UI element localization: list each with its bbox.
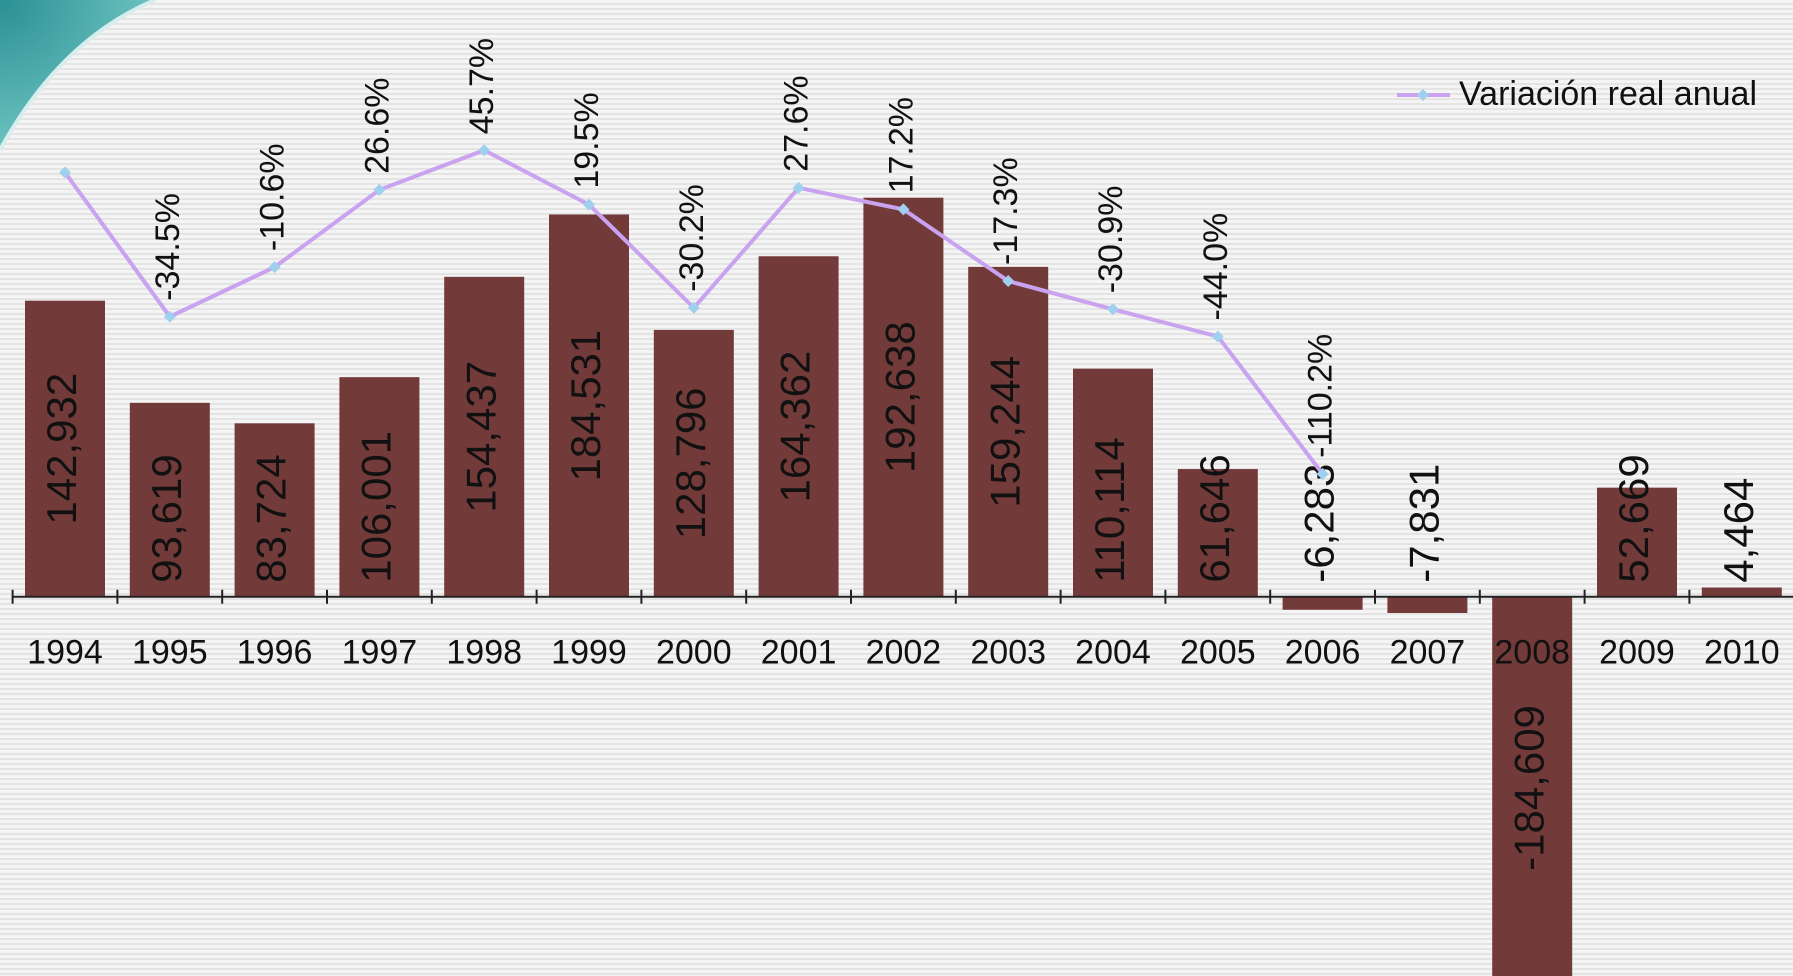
bar	[129, 402, 210, 597]
bar-value-label: 52,669	[1610, 454, 1657, 582]
x-tick-label: 1994	[27, 634, 103, 672]
x-tick-label: 1999	[551, 634, 627, 672]
bar-value-label: 83,724	[248, 454, 295, 582]
line-value-label: -30.2%	[673, 184, 711, 292]
x-tick-label: 2010	[1704, 634, 1780, 672]
line-value-label: -30.9%	[1092, 186, 1130, 294]
line-value-label: 27.6%	[778, 75, 816, 171]
bar-value-label: 106,001	[352, 431, 399, 583]
line-value-label: 26.6%	[358, 77, 396, 173]
bar-value-label: 142,932	[38, 373, 85, 525]
bar-value-label: 159,244	[981, 356, 1028, 508]
x-tick-label: 2005	[1180, 634, 1256, 672]
x-tick-label: 1998	[446, 634, 522, 672]
x-tick-label: 2001	[761, 634, 837, 672]
line-marker	[59, 166, 71, 179]
line-value-label: -17.3%	[987, 157, 1025, 265]
line-value-label: 19.5%	[568, 92, 606, 188]
x-tick-label: 1995	[132, 634, 208, 672]
line-marker	[268, 261, 281, 274]
line-marker	[1211, 330, 1224, 343]
line-marker	[478, 144, 491, 157]
bar	[1073, 368, 1153, 597]
bar	[863, 197, 944, 597]
bar-value-label: 164,362	[772, 351, 819, 503]
bar-value-label: -7,831	[1400, 464, 1447, 583]
line-marker	[687, 301, 700, 314]
bar-value-label: 128,796	[667, 387, 714, 539]
line-marker	[1002, 275, 1015, 288]
bar-value-label: 154,437	[457, 361, 504, 513]
x-tick-label: 2009	[1599, 634, 1675, 672]
line-value-label: -10.6%	[254, 143, 292, 251]
bar	[968, 266, 1049, 597]
bar	[1282, 596, 1363, 610]
x-tick-label: 2007	[1390, 634, 1466, 672]
bar	[1701, 587, 1782, 597]
x-tick-label: 2000	[656, 634, 732, 672]
bar-value-label: 93,619	[143, 454, 190, 582]
bar	[339, 377, 420, 597]
line-marker	[373, 183, 386, 196]
x-tick-label: 2004	[1075, 634, 1151, 672]
bar	[25, 300, 105, 597]
x-tick-label: 2008	[1494, 634, 1570, 672]
bar	[653, 329, 734, 597]
line-marker	[583, 198, 595, 211]
line-marker	[1316, 467, 1329, 480]
decoration-edge	[0, 0, 156, 151]
bar	[1177, 469, 1258, 597]
decoration	[0, 0, 155, 150]
bar	[549, 214, 629, 597]
x-tick-label: 2006	[1285, 634, 1361, 672]
bar-value-label: -6,283	[1296, 464, 1343, 583]
line-marker	[792, 181, 805, 194]
x-tick-label: 2003	[970, 634, 1046, 672]
bar	[444, 276, 525, 597]
bar	[1597, 487, 1677, 597]
legend-label: Variación real anual	[1459, 75, 1757, 113]
line-value-label: -34.5%	[149, 193, 187, 301]
line-value-label: -44.0%	[1197, 213, 1235, 321]
x-tick-label: 1997	[342, 634, 418, 672]
line-value-label: 17.2%	[882, 97, 920, 193]
line-value-label: -110.2%	[1302, 334, 1340, 458]
legend-marker	[1417, 89, 1429, 101]
x-tick-label: 1996	[237, 634, 313, 672]
line-marker	[897, 203, 910, 216]
line-value-label: 45.7%	[463, 38, 501, 134]
bar-value-label: 4,464	[1715, 478, 1762, 583]
bar	[1492, 596, 1573, 976]
line-marker	[163, 310, 176, 323]
line-marker	[1107, 303, 1119, 316]
bar-value-label: 61,646	[1191, 454, 1238, 582]
bar-value-label: 184,531	[562, 330, 609, 482]
bar	[1387, 596, 1468, 613]
bar-value-label: 110,114	[1086, 437, 1133, 583]
bar-value-label: 192,638	[876, 321, 923, 473]
x-tick-label: 2002	[866, 634, 942, 672]
bar	[758, 256, 839, 597]
bar-value-label: -184,609	[1505, 705, 1552, 871]
bar	[234, 423, 315, 597]
